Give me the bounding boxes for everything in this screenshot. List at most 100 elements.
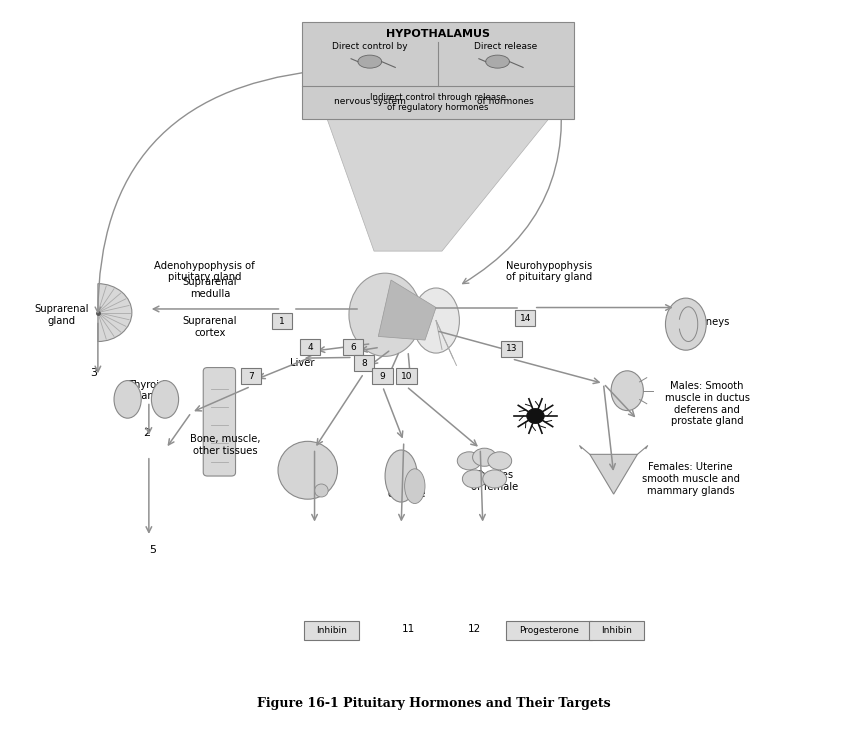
Text: 10: 10	[401, 372, 412, 381]
Text: Mammary
glands: Mammary glands	[285, 470, 336, 492]
FancyArrowPatch shape	[605, 385, 635, 416]
Text: Direct release: Direct release	[474, 42, 538, 51]
FancyArrowPatch shape	[408, 388, 477, 446]
FancyArrowPatch shape	[168, 415, 190, 445]
Text: Suprarenal
cortex: Suprarenal cortex	[183, 317, 238, 338]
Ellipse shape	[666, 298, 707, 351]
Ellipse shape	[152, 381, 179, 418]
FancyArrowPatch shape	[312, 452, 317, 520]
Text: 12: 12	[467, 624, 481, 635]
FancyBboxPatch shape	[203, 368, 236, 476]
Circle shape	[527, 409, 544, 424]
Ellipse shape	[473, 448, 497, 466]
FancyBboxPatch shape	[372, 368, 393, 384]
FancyArrowPatch shape	[306, 355, 350, 361]
Text: Figure 16-1 Pituitary Hormones and Their Targets: Figure 16-1 Pituitary Hormones and Their…	[257, 697, 610, 710]
Text: 5: 5	[150, 545, 157, 555]
Ellipse shape	[385, 450, 417, 502]
Text: 1: 1	[279, 317, 285, 325]
FancyArrowPatch shape	[407, 354, 413, 376]
Ellipse shape	[457, 452, 481, 470]
FancyBboxPatch shape	[342, 339, 363, 355]
Text: 14: 14	[519, 314, 531, 323]
FancyArrowPatch shape	[153, 306, 278, 311]
Text: Adenohypophysis of
pituitary gland: Adenohypophysis of pituitary gland	[154, 261, 255, 282]
FancyArrowPatch shape	[146, 404, 152, 433]
FancyArrowPatch shape	[479, 452, 486, 520]
Polygon shape	[378, 280, 436, 340]
Text: Kidneys: Kidneys	[690, 317, 729, 327]
Text: 7: 7	[248, 372, 254, 381]
Ellipse shape	[315, 484, 328, 497]
FancyArrowPatch shape	[195, 387, 248, 411]
Polygon shape	[590, 455, 637, 494]
FancyBboxPatch shape	[241, 368, 261, 384]
FancyArrowPatch shape	[317, 376, 362, 445]
FancyArrowPatch shape	[146, 458, 152, 532]
FancyArrowPatch shape	[319, 344, 368, 353]
FancyArrowPatch shape	[95, 323, 101, 372]
FancyArrowPatch shape	[463, 73, 562, 283]
Ellipse shape	[358, 55, 381, 68]
Text: Neurohypophysis
of pituitary gland: Neurohypophysis of pituitary gland	[505, 261, 592, 282]
Text: Ovaries
of female: Ovaries of female	[471, 470, 518, 492]
FancyArrowPatch shape	[95, 71, 316, 313]
FancyBboxPatch shape	[354, 355, 374, 371]
Ellipse shape	[611, 370, 643, 410]
FancyArrowPatch shape	[383, 389, 403, 437]
Text: Inhibin: Inhibin	[316, 626, 347, 635]
Ellipse shape	[483, 470, 506, 488]
Ellipse shape	[349, 273, 421, 356]
FancyArrowPatch shape	[259, 359, 308, 379]
Text: Indirect control through release
of regulatory hormones: Indirect control through release of regu…	[369, 93, 505, 112]
Ellipse shape	[405, 469, 425, 503]
Ellipse shape	[278, 441, 337, 499]
Text: 13: 13	[506, 344, 518, 354]
FancyArrowPatch shape	[439, 331, 512, 353]
FancyBboxPatch shape	[304, 621, 359, 640]
FancyArrowPatch shape	[537, 305, 671, 310]
FancyBboxPatch shape	[396, 368, 416, 384]
Text: 3: 3	[90, 368, 97, 378]
Ellipse shape	[462, 470, 486, 488]
Text: Females: Uterine
smooth muscle and
mammary glands: Females: Uterine smooth muscle and mamma…	[642, 462, 740, 495]
Text: Testes
of male: Testes of male	[388, 477, 425, 499]
Text: Bone, muscle,
other tissues: Bone, muscle, other tissues	[190, 434, 261, 456]
FancyArrowPatch shape	[362, 347, 377, 352]
FancyArrowPatch shape	[514, 359, 599, 384]
FancyBboxPatch shape	[272, 314, 292, 329]
Text: Suprarenal
gland: Suprarenal gland	[34, 304, 88, 325]
Text: Progesterone: Progesterone	[519, 626, 579, 635]
FancyBboxPatch shape	[501, 341, 522, 356]
Text: Direct control by: Direct control by	[332, 42, 407, 51]
FancyArrowPatch shape	[399, 444, 404, 520]
Text: 11: 11	[401, 624, 414, 635]
FancyBboxPatch shape	[589, 621, 643, 640]
FancyBboxPatch shape	[506, 621, 591, 640]
Ellipse shape	[114, 381, 141, 418]
Text: Thyroid
gland: Thyroid gland	[127, 380, 165, 401]
Text: Inhibin: Inhibin	[601, 626, 632, 635]
Text: 6: 6	[350, 343, 355, 352]
FancyArrowPatch shape	[388, 354, 399, 376]
Text: 8: 8	[361, 359, 367, 368]
FancyBboxPatch shape	[302, 22, 574, 120]
Text: nervous system: nervous system	[334, 97, 406, 106]
Text: 4: 4	[308, 343, 313, 352]
FancyBboxPatch shape	[300, 339, 321, 355]
Wedge shape	[98, 283, 132, 342]
Text: 2: 2	[143, 427, 150, 438]
FancyBboxPatch shape	[515, 311, 536, 326]
Polygon shape	[328, 120, 548, 251]
Text: Males: Smooth
muscle in ductus
deferens and
prostate gland: Males: Smooth muscle in ductus deferens …	[665, 382, 750, 426]
Ellipse shape	[413, 288, 460, 353]
FancyArrowPatch shape	[603, 386, 616, 469]
Text: of hormones: of hormones	[478, 97, 534, 106]
Text: 9: 9	[380, 372, 386, 381]
FancyArrowPatch shape	[372, 351, 388, 364]
Text: Suprarenal
medulla: Suprarenal medulla	[183, 277, 238, 299]
Ellipse shape	[486, 55, 510, 68]
Ellipse shape	[488, 452, 512, 470]
Text: HYPOTHALAMUS: HYPOTHALAMUS	[386, 29, 490, 39]
Text: Liver: Liver	[290, 358, 314, 368]
